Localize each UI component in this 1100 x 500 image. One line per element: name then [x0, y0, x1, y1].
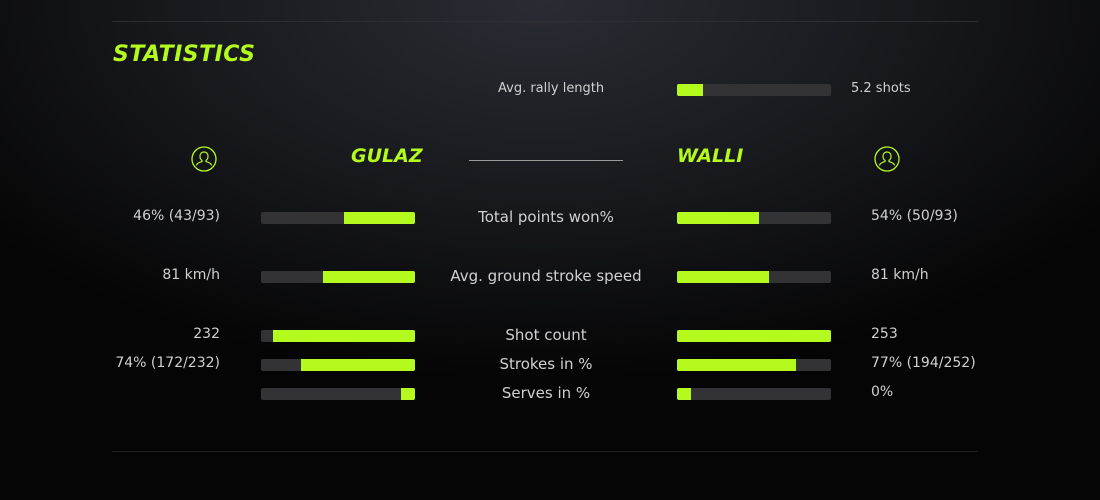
left-value: 46% (43/93) — [133, 208, 220, 224]
left-bar-fill — [301, 359, 415, 371]
right-bar-fill — [677, 212, 759, 224]
stat-label: Avg. ground stroke speed — [450, 267, 642, 285]
right-value: 0% — [871, 384, 894, 400]
user-circle-icon — [874, 146, 900, 172]
left-value: 81 km/h — [162, 267, 220, 283]
right-bar-fill — [677, 330, 831, 342]
right-bar-fill — [677, 388, 691, 400]
right-value: 81 km/h — [871, 267, 929, 283]
right-bar — [677, 388, 831, 400]
right-value: 54% (50/93) — [871, 208, 958, 224]
right-value: 253 — [871, 326, 898, 342]
user-circle-icon — [191, 146, 217, 172]
right-player-name: WALLI — [677, 145, 744, 167]
right-value: 77% (194/252) — [871, 355, 976, 371]
left-bar — [261, 212, 415, 224]
right-bar — [677, 359, 831, 371]
left-bar-fill — [401, 388, 415, 400]
rally-value: 5.2 shots — [851, 81, 911, 96]
left-bar — [261, 359, 415, 371]
stat-label: Strokes in % — [499, 355, 593, 373]
bottom-divider — [112, 451, 978, 452]
header-separator — [469, 160, 623, 161]
stat-label: Shot count — [505, 326, 587, 344]
left-value: 232 — [193, 326, 220, 342]
page-title: STATISTICS — [113, 42, 256, 67]
rally-bar-fill — [677, 84, 704, 96]
rally-label: Avg. rally length — [498, 81, 605, 96]
left-bar — [261, 388, 415, 400]
right-bar — [677, 330, 831, 342]
left-bar-fill — [344, 212, 415, 224]
right-bar — [677, 271, 831, 283]
left-bar-fill — [273, 330, 415, 342]
left-value: 74% (172/232) — [115, 355, 220, 371]
right-bar — [677, 212, 831, 224]
stat-label: Serves in % — [501, 384, 591, 402]
stat-label: Total points won% — [478, 208, 614, 226]
right-bar-fill — [677, 271, 770, 283]
left-bar — [261, 330, 415, 342]
left-player-name: GULAZ — [351, 145, 423, 167]
top-divider — [112, 21, 978, 22]
left-bar — [261, 271, 415, 283]
left-bar-fill — [322, 271, 415, 283]
right-bar-fill — [677, 359, 796, 371]
rally-bar — [677, 84, 831, 96]
